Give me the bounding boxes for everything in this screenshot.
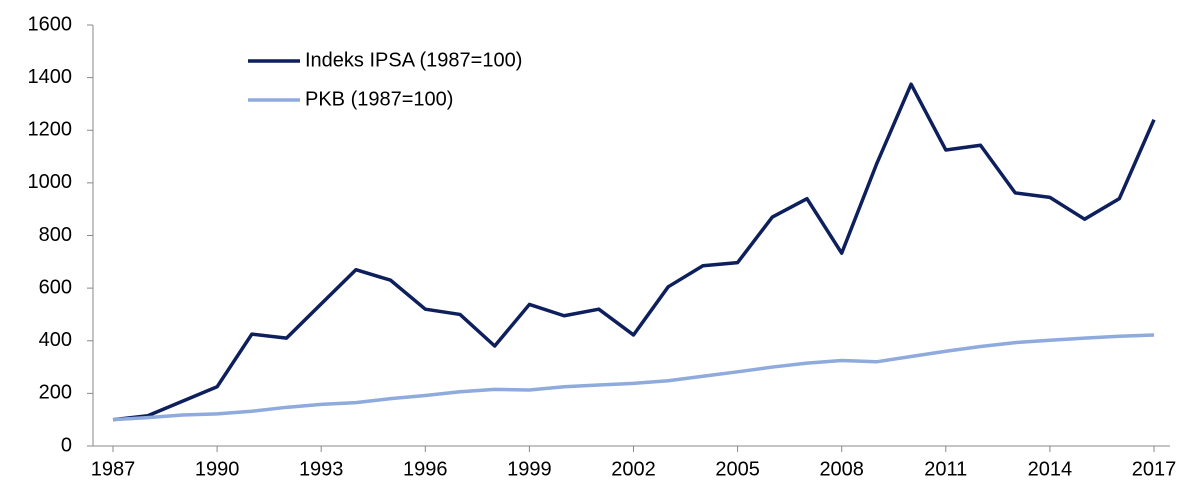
y-tick-label: 1000 (28, 171, 73, 193)
legend-label: PKB (1987=100) (305, 88, 453, 110)
y-tick-label: 1600 (28, 13, 73, 35)
x-tick-label: 1996 (403, 458, 448, 480)
x-tick-label: 2011 (924, 458, 967, 480)
series-line (112, 333, 1155, 422)
x-tick-label: 2008 (819, 458, 864, 480)
y-tick-label: 200 (39, 382, 72, 404)
x-tick-label: 2002 (611, 458, 656, 480)
x-tick-label: 1990 (195, 458, 240, 480)
x-tick-label: 2014 (1028, 458, 1073, 480)
y-tick-label: 1400 (28, 66, 73, 88)
x-tick-label: 1999 (507, 458, 552, 480)
x-tick-label: 2005 (715, 458, 760, 480)
x-tick-label: 1993 (299, 458, 344, 480)
series-line (112, 82, 1156, 422)
x-tick-label: 2017 (1132, 458, 1177, 480)
x-tick-label: 1987 (91, 458, 136, 480)
y-tick-label: 400 (39, 329, 72, 351)
y-tick-label: 800 (39, 224, 72, 246)
y-tick-label: 1200 (28, 119, 73, 141)
y-tick-label: 600 (39, 276, 72, 298)
y-tick-label: 0 (61, 434, 72, 456)
legend-label: Indeks IPSA (1987=100) (305, 49, 522, 71)
